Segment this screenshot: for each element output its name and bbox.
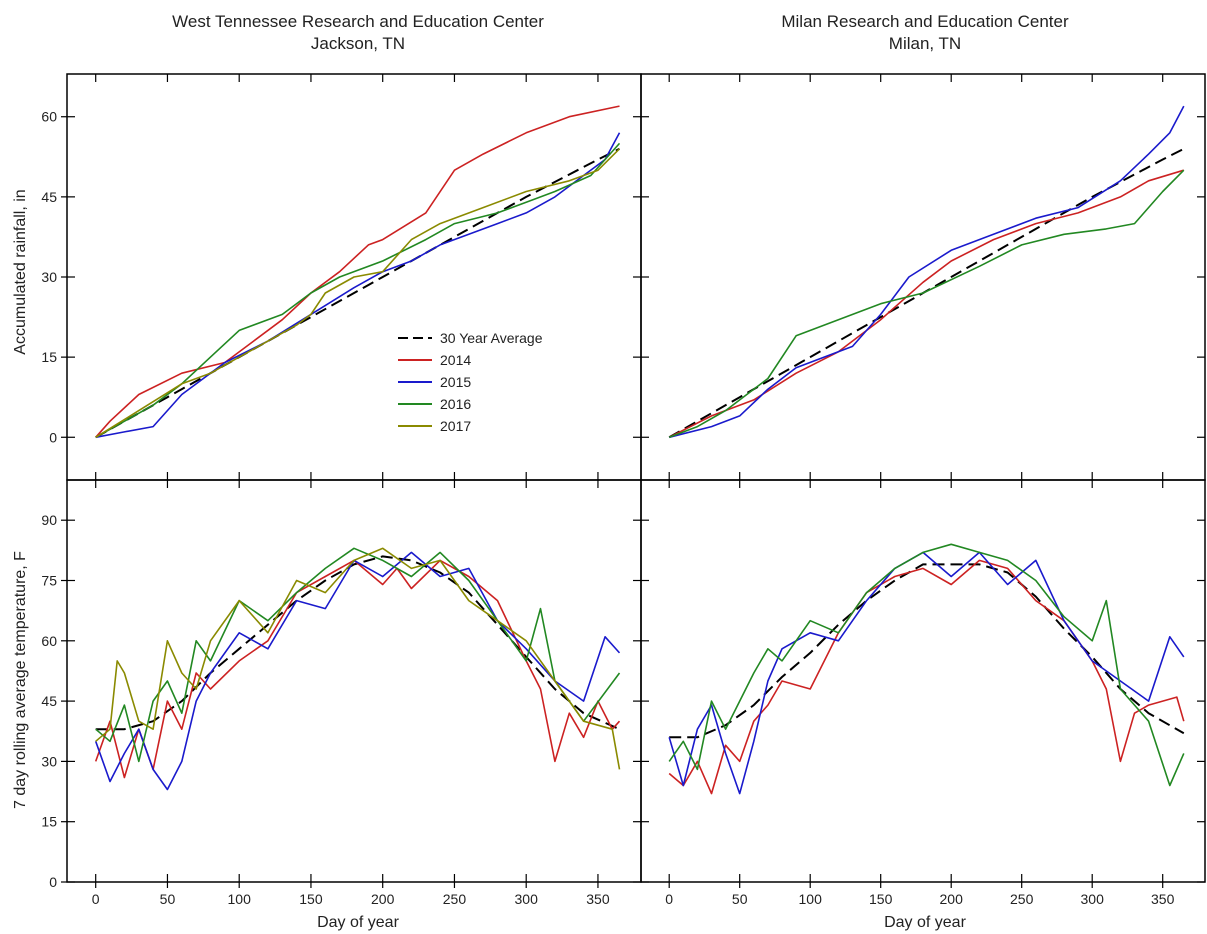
series-line-2015 xyxy=(94,551,621,791)
y-tick-label: 0 xyxy=(49,429,57,445)
panel-bottom-right: 0 50 100 150 200 250 300 350 xyxy=(640,479,1206,907)
series-line-30-year-average xyxy=(669,563,1185,739)
series-line-2015 xyxy=(669,105,1185,439)
xlabel-right: Day of year xyxy=(884,914,966,931)
legend-label: 2016 xyxy=(440,396,471,412)
x-tick-label: 50 xyxy=(732,891,748,907)
x-tick-label: 350 xyxy=(1151,891,1175,907)
right-title-line2: Milan, TN xyxy=(889,34,961,53)
series-line-30-year-average xyxy=(668,147,1185,439)
panel-top-left: 0 15 30 45 60 xyxy=(41,73,642,481)
y-tick-label: 0 xyxy=(49,874,57,890)
y-tick-label: 60 xyxy=(41,633,57,649)
legend-label: 30 Year Average xyxy=(440,330,543,346)
legend-label: 2015 xyxy=(440,374,471,390)
panel-top-right xyxy=(640,73,1206,481)
x-tick-label: 200 xyxy=(940,891,964,907)
series-line-30-year-average xyxy=(95,555,620,731)
series-line-2014 xyxy=(668,559,1185,795)
right-title-line1: Milan Research and Education Center xyxy=(781,12,1069,31)
series-line-2017 xyxy=(95,148,621,438)
series-line-2016 xyxy=(668,169,1185,439)
xlabel-left: Day of year xyxy=(317,914,399,931)
y-tick-label: 90 xyxy=(41,512,57,528)
ylabel-rainfall: Accumulated rainfall, in xyxy=(12,189,29,354)
series-line-2014 xyxy=(95,105,620,438)
series-line-2016 xyxy=(95,547,621,763)
series-line-30-year-average xyxy=(95,147,620,439)
x-tick-label: 0 xyxy=(92,891,100,907)
x-tick-label: 0 xyxy=(665,891,673,907)
y-tick-label: 60 xyxy=(41,109,57,125)
x-tick-label: 300 xyxy=(1081,891,1105,907)
series-line-2017 xyxy=(95,547,621,770)
series-line-2014 xyxy=(94,559,621,779)
y-tick-label: 30 xyxy=(41,753,57,769)
series-line-2016 xyxy=(95,142,621,438)
x-tick-label: 100 xyxy=(228,891,252,907)
ylabel-temperature: 7 day rolling average temperature, F xyxy=(12,551,29,809)
y-tick-label: 75 xyxy=(41,573,57,589)
left-title-line1: West Tennessee Research and Education Ce… xyxy=(172,12,544,31)
legend: 30 Year Average 2014 2015 2016 2017 xyxy=(398,330,543,434)
x-tick-label: 200 xyxy=(371,891,395,907)
y-tick-label: 15 xyxy=(41,814,57,830)
series-line-2014 xyxy=(668,169,1185,439)
y-tick-label: 45 xyxy=(41,189,57,205)
x-tick-label: 150 xyxy=(869,891,893,907)
legend-label: 2017 xyxy=(440,418,471,434)
x-tick-label: 150 xyxy=(299,891,323,907)
y-tick-label: 30 xyxy=(41,269,57,285)
x-tick-label: 350 xyxy=(586,891,610,907)
y-tick-label: 15 xyxy=(41,349,57,365)
panel-frame xyxy=(640,479,1206,883)
series-line-2015 xyxy=(668,551,1185,795)
x-tick-label: 250 xyxy=(1010,891,1034,907)
panel-frame xyxy=(640,73,1206,481)
y-tick-label: 45 xyxy=(41,693,57,709)
panel-bottom-left: 0 50 100 150 200 250 300 350 0 15 30 45 60 75 90 xyxy=(41,479,642,907)
left-title-line2: Jackson, TN xyxy=(311,34,405,53)
series-line-2015 xyxy=(95,132,621,439)
x-tick-label: 50 xyxy=(160,891,176,907)
x-tick-label: 300 xyxy=(515,891,539,907)
x-tick-label: 250 xyxy=(443,891,467,907)
legend-label: 2014 xyxy=(440,352,471,368)
x-tick-label: 100 xyxy=(799,891,823,907)
series-line-2016 xyxy=(668,543,1185,787)
